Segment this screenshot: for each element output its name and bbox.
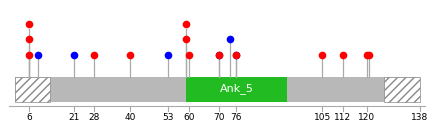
Text: 6: 6 bbox=[26, 113, 32, 122]
Text: Ank_5: Ank_5 bbox=[219, 84, 253, 94]
Bar bbox=[384, 77, 420, 102]
Bar bbox=[186, 77, 287, 102]
Bar bbox=[15, 77, 50, 102]
Text: 21: 21 bbox=[68, 113, 80, 122]
Text: 76: 76 bbox=[230, 113, 242, 122]
Text: 105: 105 bbox=[313, 113, 331, 122]
Text: 138: 138 bbox=[411, 113, 428, 122]
Text: 53: 53 bbox=[163, 113, 174, 122]
Text: 120: 120 bbox=[358, 113, 375, 122]
Text: 70: 70 bbox=[213, 113, 224, 122]
Text: 28: 28 bbox=[89, 113, 100, 122]
Bar bbox=[15, 77, 420, 102]
Text: 60: 60 bbox=[183, 113, 195, 122]
Text: 112: 112 bbox=[334, 113, 351, 122]
Text: 40: 40 bbox=[124, 113, 135, 122]
